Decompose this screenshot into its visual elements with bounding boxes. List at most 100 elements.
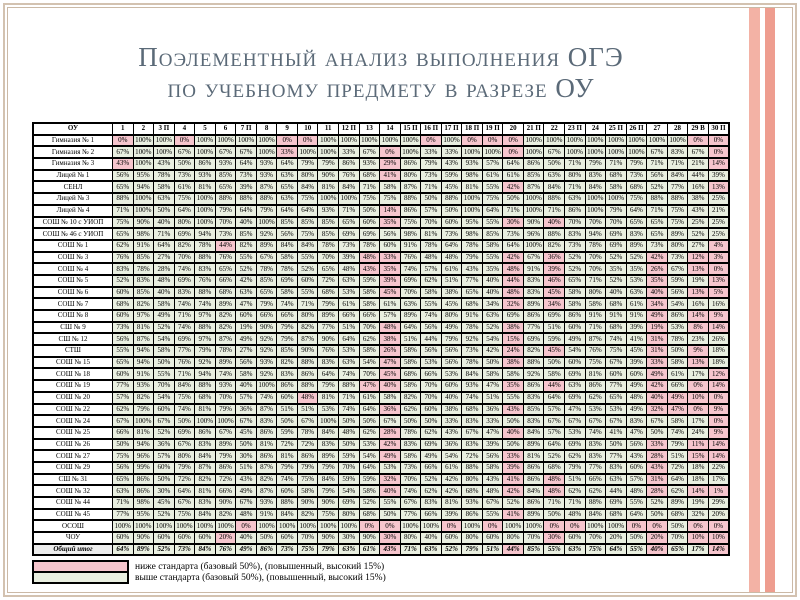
value-cell: 67% [235, 145, 257, 160]
value-cell: 91% [132, 367, 155, 382]
value-cell: 68% [605, 169, 627, 183]
school-row: СОШ № 26 50% 94% 36% 67% 83% 89% 50% 81% 72% 72% 83… [32, 438, 730, 452]
value-cell: 72% [276, 438, 298, 452]
value-cell: 44% [502, 543, 524, 557]
value-cell: 49% [625, 379, 648, 393]
school-row: СОШ № 6 60% 85% 40% 83% 88% 68% 63% 65% 58% 55% 68%… [32, 286, 730, 300]
value-cell: 93% [255, 496, 278, 510]
value-cell: 51% [440, 274, 463, 288]
value-cell: 45% [153, 496, 175, 510]
value-cell: 53% [420, 356, 442, 370]
value-cell: 64% [481, 204, 504, 218]
value-cell: 79% [296, 461, 319, 475]
value-cell: 87% [255, 461, 278, 475]
value-cell: 0% [235, 519, 257, 534]
value-cell: 67% [543, 145, 566, 160]
value-cell: 94% [132, 356, 155, 370]
value-cell: 92% [194, 356, 216, 370]
value-cell: 54% [358, 356, 381, 370]
value-cell: 53% [564, 426, 586, 440]
value-cell: 84% [276, 239, 298, 253]
value-cell: 49% [646, 367, 668, 382]
value-cell: 60% [440, 379, 463, 393]
value-cell: 70% [564, 216, 586, 230]
value-cell: 78% [399, 426, 422, 440]
value-cell: 58% [564, 297, 586, 311]
value-cell: 58% [296, 484, 319, 498]
value-cell: 58% [481, 367, 504, 382]
value-cell: 58% [666, 356, 689, 370]
value-cell: 55% [543, 543, 566, 557]
value-cell: 19% [687, 496, 709, 510]
value-cell: 83% [461, 438, 483, 452]
value-cell: 30% [502, 216, 524, 230]
school-row: Гимназия № 3 43% 100% 43% 50% 86% 93% 64% 93% 64%… [32, 157, 730, 171]
value-cell: 100% [440, 134, 463, 148]
value-cell: 50% [502, 438, 524, 452]
value-cell: 0% [687, 403, 709, 417]
value-cell: 93% [461, 379, 483, 393]
value-cell: 84% [317, 426, 340, 440]
value-cell: 79% [317, 379, 340, 393]
value-cell: 52% [153, 508, 175, 522]
value-cell: 60% [296, 274, 319, 288]
value-cell: 74% [214, 367, 237, 382]
value-cell: 72% [296, 438, 319, 452]
value-cell: 47% [564, 403, 586, 417]
value-cell: 100% [153, 145, 175, 160]
value-cell: 100% [194, 145, 216, 160]
value-cell: 53% [317, 403, 340, 417]
value-cell: 100% [194, 414, 216, 428]
value-cell: 89% [214, 438, 237, 452]
value-cell: 97% [194, 332, 216, 347]
value-cell: 79% [317, 543, 340, 557]
value-cell: 91% [255, 508, 278, 522]
value-cell: 51% [666, 449, 689, 463]
value-cell: 56% [440, 356, 463, 370]
value-cell: 51% [276, 403, 298, 417]
column-header: 7 П [235, 122, 257, 136]
value-cell: 60% [440, 216, 463, 230]
value-cell: 51% [338, 321, 360, 335]
value-cell: 88% [235, 192, 257, 206]
school-name-cell: СОШ № 8 [32, 309, 113, 323]
value-cell: 48% [338, 426, 360, 440]
value-cell: 52% [543, 449, 566, 463]
value-cell: 74% [605, 332, 627, 347]
school-row: СОШ № 19 77% 93% 70% 84% 88% 93% 40% 100% 86% 88% 7… [32, 379, 730, 393]
value-cell: 77% [112, 379, 134, 393]
value-cell: 88% [194, 251, 216, 265]
school-name-cell: ЧОУ [32, 531, 113, 545]
value-cell: 53% [584, 403, 607, 417]
value-cell: 86% [132, 484, 155, 498]
value-cell: 70% [605, 216, 627, 230]
value-cell: 86% [296, 449, 319, 463]
value-cell: 0% [502, 134, 524, 148]
value-cell: 89% [132, 543, 155, 557]
value-cell: 36% [481, 403, 504, 417]
value-cell: 67% [564, 414, 586, 428]
value-cell: 43% [153, 157, 175, 171]
value-cell: 95% [132, 169, 155, 183]
value-cell: 31% [646, 332, 668, 347]
value-cell: 69% [605, 496, 627, 510]
value-cell: 58% [399, 344, 422, 358]
value-cell: 64% [276, 204, 298, 218]
value-cell: 73% [440, 227, 463, 241]
value-cell: 78% [153, 169, 175, 183]
value-cell: 50% [481, 356, 504, 370]
value-cell: 15% [687, 449, 709, 463]
value-cell: 62% [564, 449, 586, 463]
value-cell: 52% [625, 251, 648, 265]
value-cell: 66% [420, 367, 442, 382]
value-cell: 85% [296, 216, 319, 230]
value-cell: 60% [564, 531, 586, 545]
value-cell: 41% [625, 332, 648, 347]
value-cell: 73% [461, 344, 483, 358]
value-cell: 66% [112, 426, 134, 440]
value-cell: 100% [214, 134, 237, 148]
value-cell: 92% [255, 227, 278, 241]
value-cell: 67% [358, 145, 381, 160]
school-row: СОШ № 45 77% 95% 52% 75% 84% 82% 48% 91% 84% 82% 75… [32, 508, 730, 522]
value-cell: 0% [481, 519, 504, 534]
